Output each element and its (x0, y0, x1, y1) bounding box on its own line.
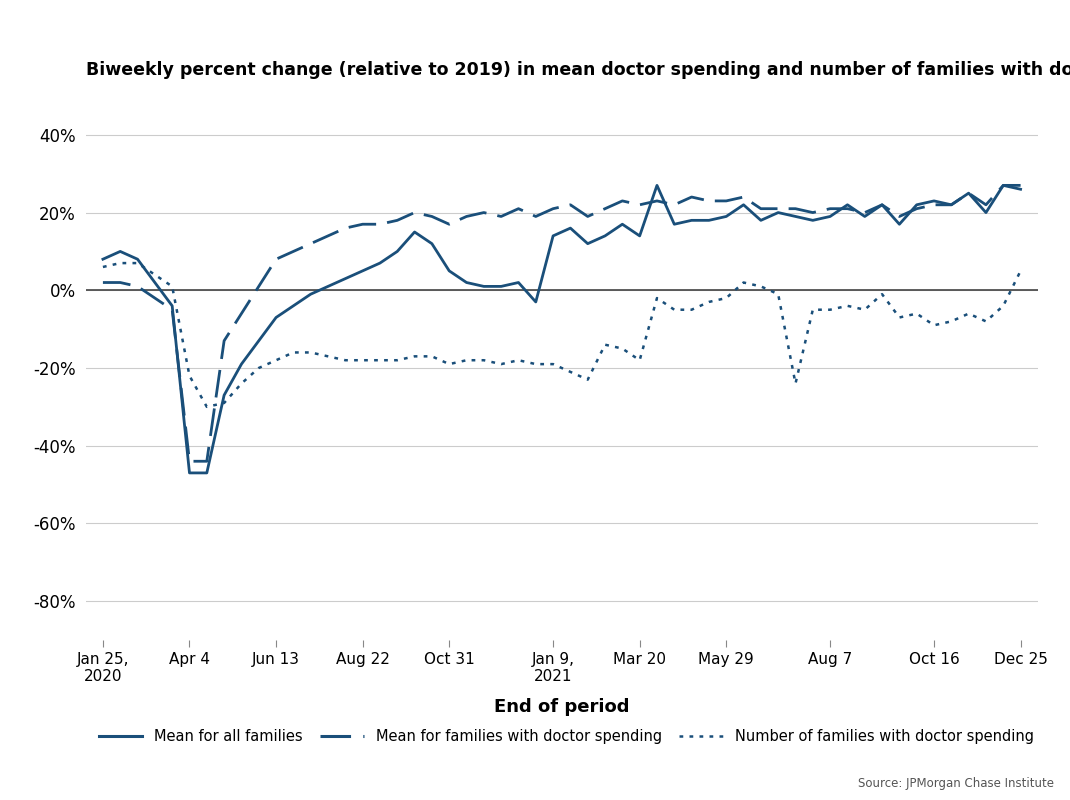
Text: Biweekly percent change (relative to 2019) in mean doctor spending and number of: Biweekly percent change (relative to 201… (86, 61, 1070, 79)
X-axis label: End of period: End of period (494, 698, 629, 716)
Text: Source: JPMorgan Chase Institute: Source: JPMorgan Chase Institute (858, 778, 1054, 790)
Legend: Mean for all families, Mean for families with doctor spending, Number of familie: Mean for all families, Mean for families… (93, 723, 1040, 750)
